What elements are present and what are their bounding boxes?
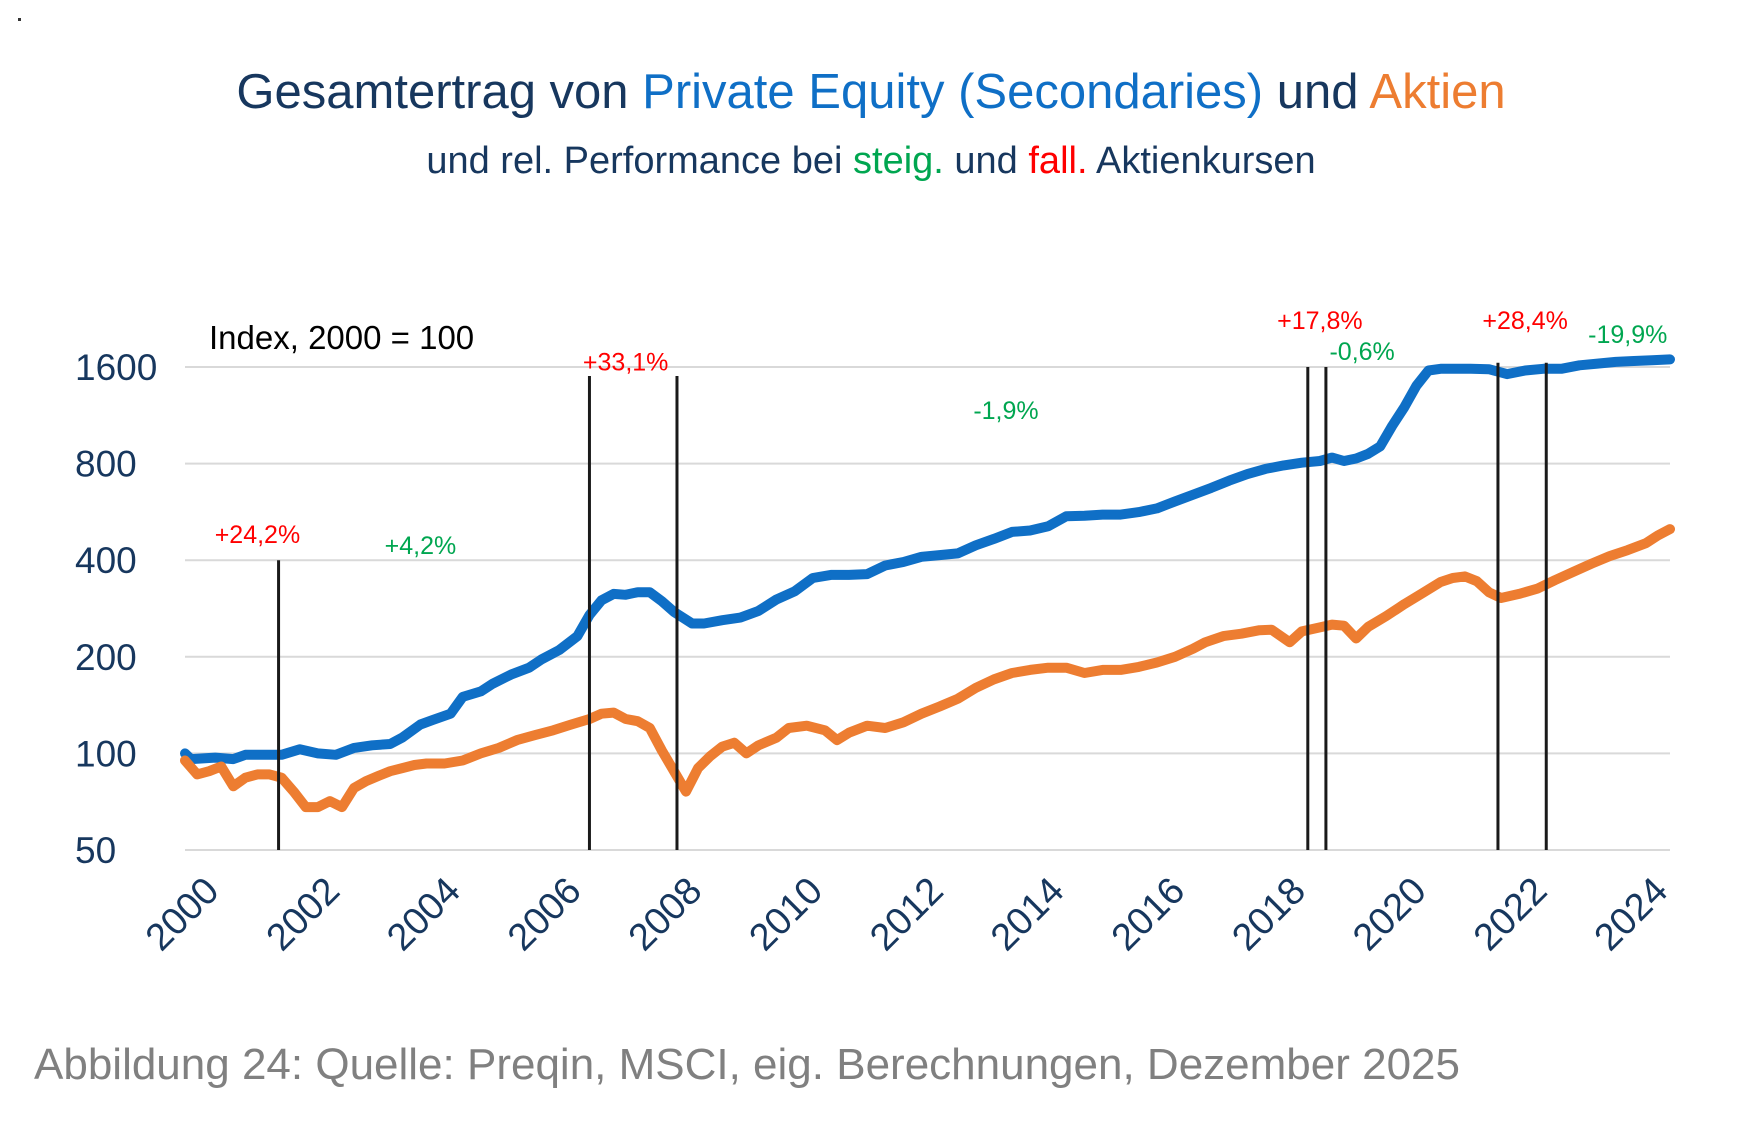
title-aktien: Aktien (1369, 65, 1506, 119)
x-tick-label-2018: 2018 (1224, 870, 1313, 959)
x-tick-label-2016: 2016 (1104, 870, 1193, 959)
x-tick-label-2012: 2012 (862, 870, 951, 959)
annotation-label-2: +4,2% (385, 532, 457, 560)
subtitle-part-1: und rel. Performance bei (426, 140, 854, 182)
y-tick-label-400: 400 (75, 540, 137, 581)
y-tick-label-200: 200 (75, 637, 137, 678)
x-tick-label-2022: 2022 (1466, 870, 1555, 959)
annotation-label-5: +17,8% (1277, 307, 1363, 335)
figure-caption: Abbildung 24: Quelle: Preqin, MSCI, eig.… (34, 1040, 1460, 1089)
y-tick-label-800: 800 (75, 444, 137, 485)
annotation-label-7: +28,4% (1482, 307, 1568, 335)
x-tick-label-2020: 2020 (1345, 870, 1434, 959)
series-line-aktien (180, 524, 1675, 813)
y-tick-label-50: 50 (75, 830, 116, 871)
x-tick-label-2008: 2008 (621, 870, 710, 959)
y-tick-label-1600: 1600 (75, 347, 157, 388)
title-part-1: Gesamtertrag von (236, 65, 643, 119)
subtitle-part-5: Aktienkursen (1087, 140, 1316, 182)
title-part-3: und (1263, 65, 1370, 119)
annotation-label-1: +24,2% (215, 521, 301, 549)
title-private-equity: Private Equity (Secondaries) (642, 65, 1264, 119)
chart-subtitle: und rel. Performance bei steig. und fall… (0, 140, 1742, 183)
subtitle-rising: steig. (853, 140, 944, 182)
y-tick-label-100: 100 (75, 733, 137, 774)
x-tick-label-2000: 2000 (138, 870, 227, 959)
x-tick-label-2014: 2014 (983, 870, 1072, 959)
x-tick-label-2006: 2006 (500, 870, 589, 959)
annotation-label-6: -0,6% (1329, 338, 1394, 366)
subtitle-falling: fall. (1028, 140, 1088, 182)
series-line-private-equity (180, 354, 1675, 765)
annotation-label-3: +33,1% (583, 349, 669, 377)
x-tick-label-2010: 2010 (742, 870, 831, 959)
stray-dot (18, 18, 21, 21)
index-label: Index, 2000 = 100 (209, 319, 474, 356)
x-tick-label-2024: 2024 (1587, 870, 1676, 959)
subtitle-part-3: und (943, 140, 1029, 182)
chart-title: Gesamtertrag von Private Equity (Seconda… (0, 64, 1742, 120)
annotation-label-4: -1,9% (973, 397, 1038, 425)
x-tick-label-2002: 2002 (259, 870, 348, 959)
annotation-label-8: -19,9% (1588, 321, 1667, 349)
x-tick-label-2004: 2004 (379, 870, 468, 959)
